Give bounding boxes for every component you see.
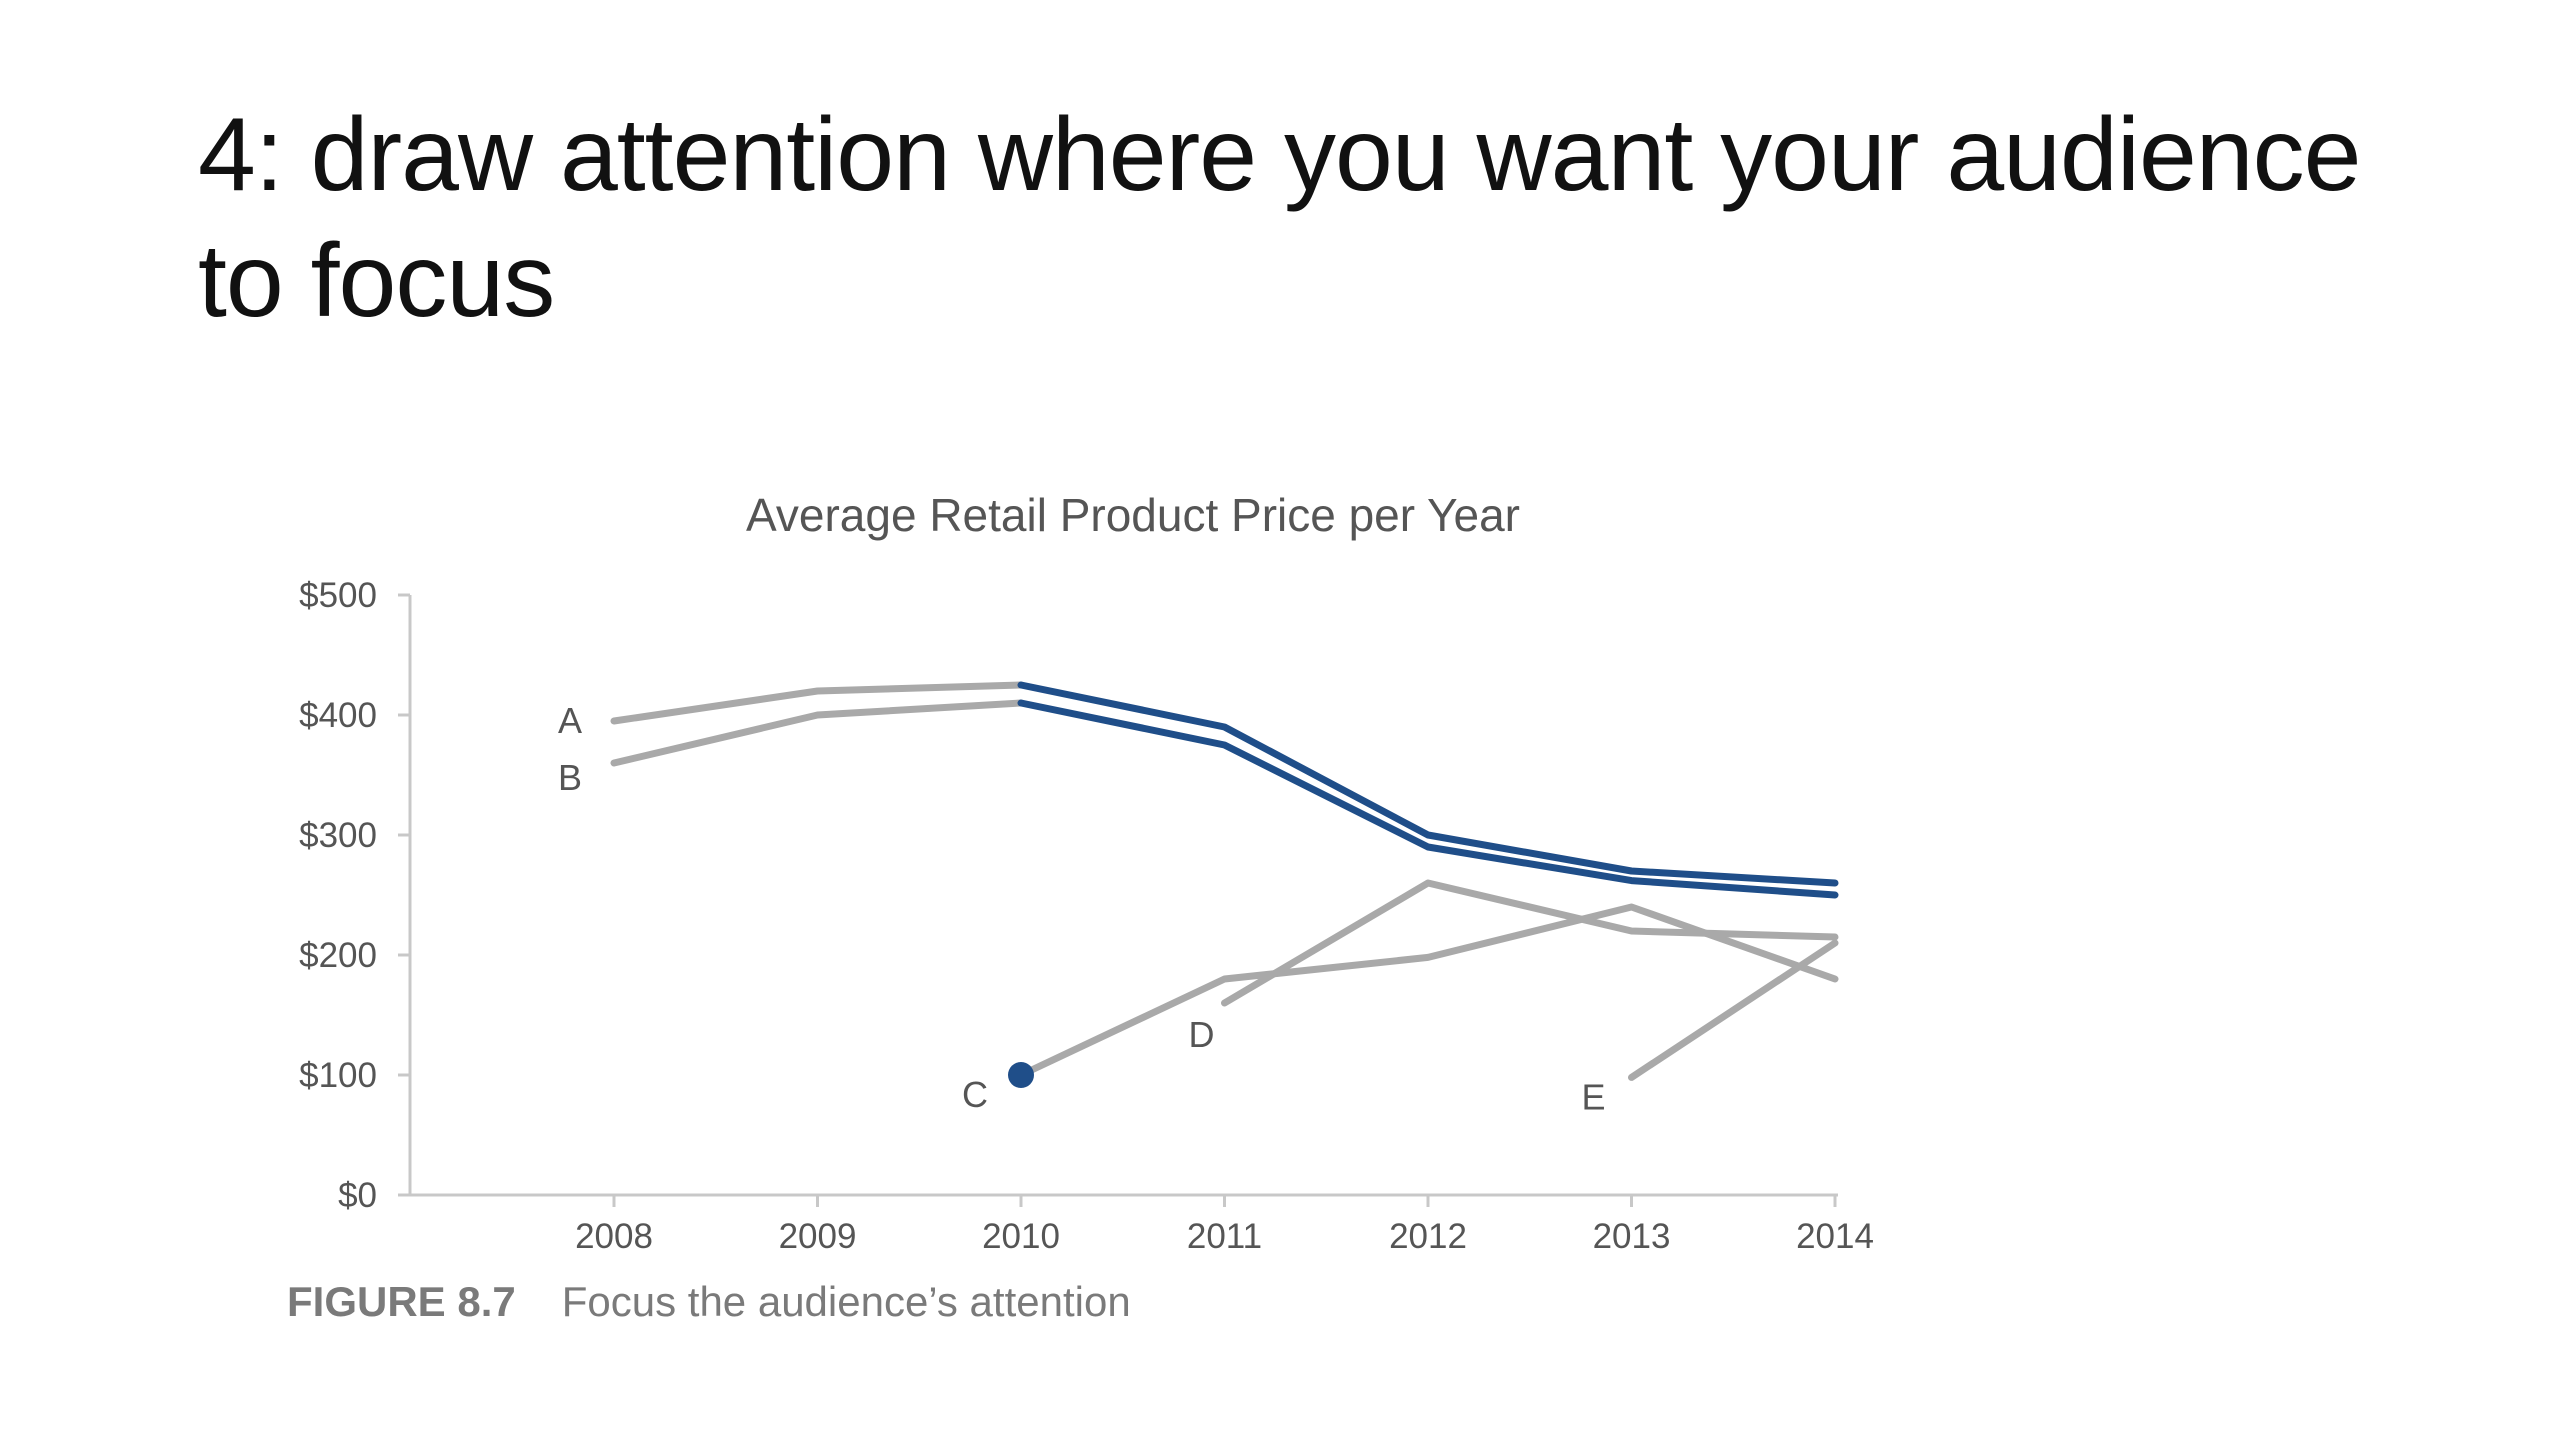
x-tick-label: 2008 [575, 1217, 653, 1256]
y-tick-label: $200 [299, 936, 377, 975]
series-line-a-highlight [1017, 681, 1839, 887]
series-label-c: C [962, 1074, 988, 1115]
y-tick-label: $500 [299, 576, 377, 615]
series-line-b [610, 699, 1025, 767]
series-line-b-highlight [1017, 699, 1839, 899]
series-point-c [1008, 1062, 1034, 1088]
slide-title: 4: draw attention where you want your au… [198, 97, 2361, 339]
x-tick-label: 2013 [1593, 1217, 1671, 1256]
figure-number: FIGURE 8.7 [287, 1278, 516, 1325]
figure-caption-text: Focus the audience’s attention [561, 1278, 1131, 1325]
y-tick-label: $0 [338, 1176, 377, 1215]
y-tick-label: $100 [299, 1056, 377, 1095]
series-line-e [1628, 939, 1839, 1081]
x-tick-label: 2009 [779, 1217, 857, 1256]
chart-series [610, 681, 1839, 1088]
y-tick-label: $400 [299, 696, 377, 735]
x-tick-label: 2010 [982, 1217, 1060, 1256]
series-label-d: D [1189, 1014, 1215, 1055]
series-label-a: A [558, 700, 582, 741]
y-tick-label: $300 [299, 816, 377, 855]
series-label-e: E [1581, 1076, 1605, 1117]
series-line-d [1221, 879, 1839, 1007]
chart-axes: $0 $100 $200 $300 $400 $500 2008 2009 2010 2011 20… [299, 576, 1874, 1256]
chart-title: Average Retail Product Price per Year [746, 489, 1520, 541]
series-line-a [610, 681, 1025, 725]
chart-series-labels: AB C D E [558, 700, 1606, 1117]
series-label-b: B [558, 757, 582, 798]
x-tick-label: 2012 [1389, 1217, 1467, 1256]
figure-caption: FIGURE 8.7 Focus the audience’s attention [287, 1278, 1131, 1326]
x-tick-label: 2014 [1796, 1217, 1874, 1256]
x-tick-label: 2011 [1187, 1217, 1262, 1256]
